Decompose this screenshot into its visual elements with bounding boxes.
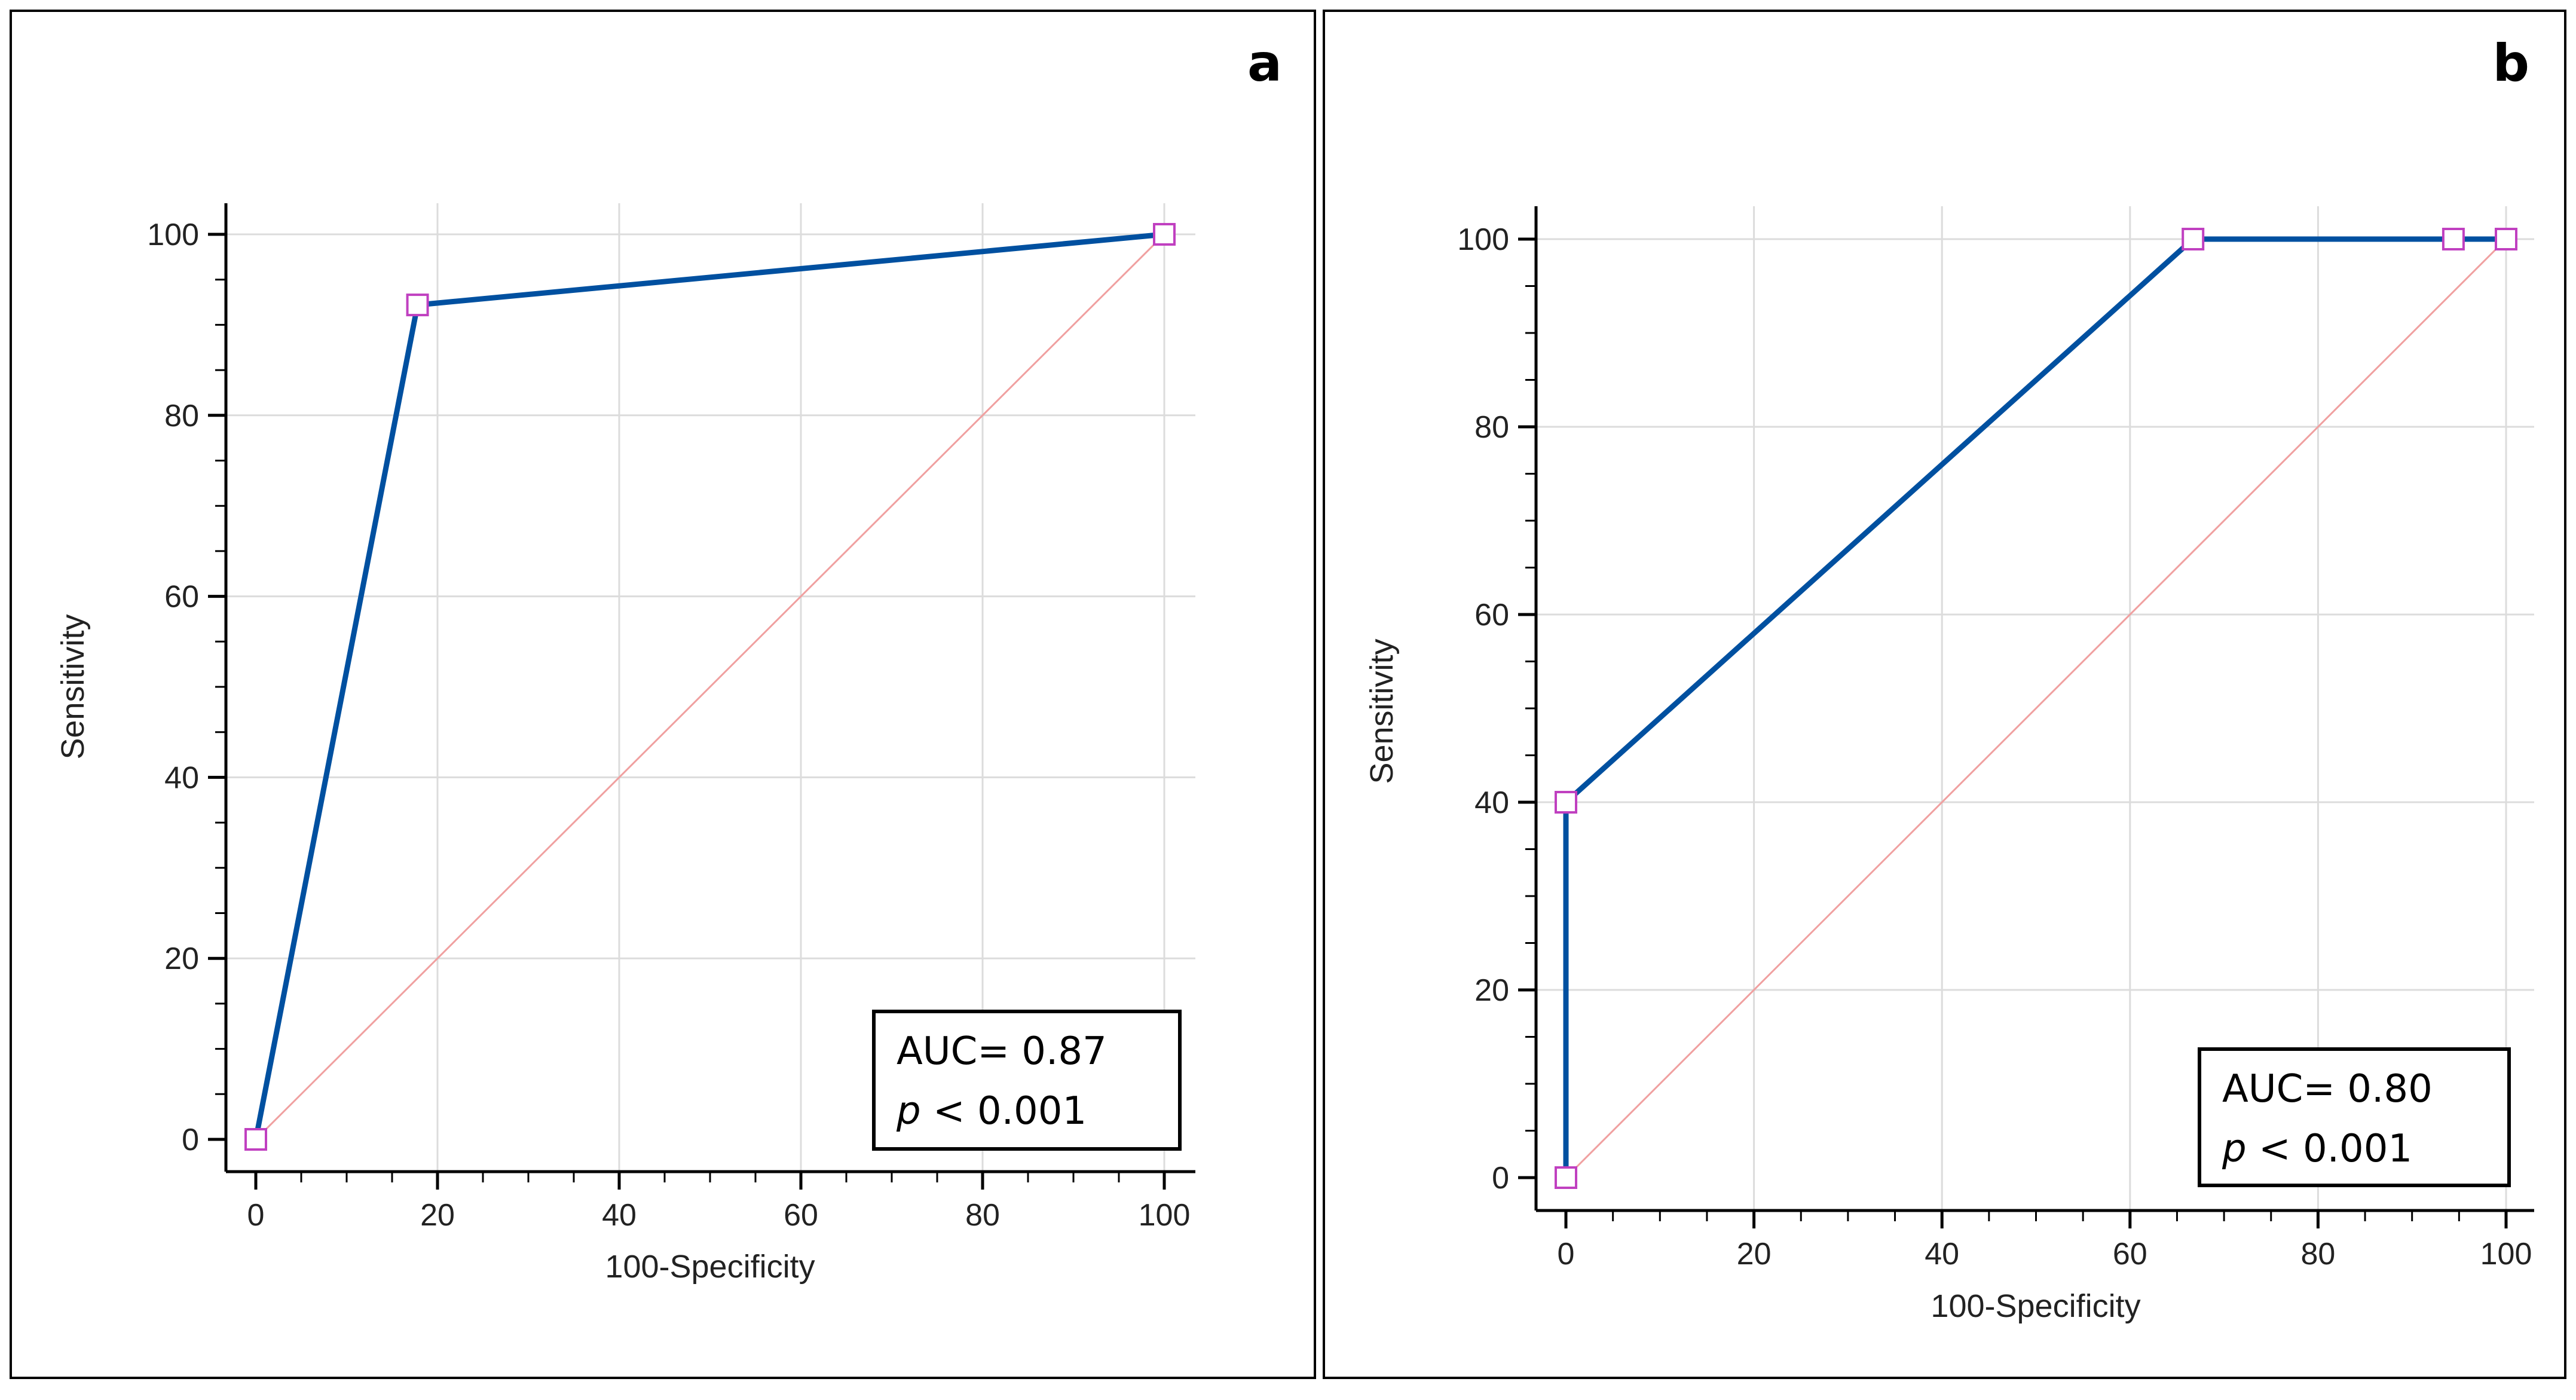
y-axis-title: Sensitivity <box>1364 638 1400 784</box>
y-tick-label: 40 <box>164 760 199 795</box>
y-tick-label: 100 <box>147 218 199 252</box>
p-value-text: p < 0.001 <box>896 1089 1087 1133</box>
roc-data-point <box>406 294 429 317</box>
y-tick-label: 0 <box>182 1123 199 1157</box>
x-tick-label: 100 <box>2480 1237 2532 1271</box>
annotation-box <box>872 1010 1182 1151</box>
p-value-text: p < 0.001 <box>2222 1127 2412 1171</box>
x-tick-label: 60 <box>2113 1237 2147 1271</box>
roc-data-point <box>1555 1166 1577 1189</box>
chart-panel-a: a 0 20 40 60 80 100 0 20 40 60 80 100 100-Specificity… <box>10 10 1316 1379</box>
x-axis-title: 100-Specificity <box>1931 1288 2140 1324</box>
x-tick-label: 0 <box>247 1198 265 1233</box>
y-tick-label: 100 <box>1457 222 1509 257</box>
reference-diagonal-line <box>255 233 1165 1141</box>
roc-data-point <box>1555 791 1577 814</box>
x-tick-label: 40 <box>602 1198 637 1233</box>
panel-frame <box>10 10 1316 1379</box>
panel-label: b <box>2492 33 2529 93</box>
roc-data-point <box>244 1128 267 1151</box>
y-tick-label: 20 <box>164 942 199 976</box>
y-tick-label: 60 <box>164 580 199 615</box>
roc-data-point <box>2495 228 2517 250</box>
roc-data-point <box>1153 223 1176 246</box>
y-tick-label: 60 <box>1474 598 1509 632</box>
auc-text: AUC= 0.80 <box>2222 1067 2433 1111</box>
x-tick-label: 80 <box>965 1198 1000 1233</box>
x-tick-label: 60 <box>784 1198 818 1233</box>
auc-text: AUC= 0.87 <box>897 1029 1107 1074</box>
p-symbol: p <box>896 1089 921 1133</box>
y-tick-label: 80 <box>164 399 199 433</box>
x-tick-label: 20 <box>1737 1237 1772 1271</box>
y-tick-label: 80 <box>1474 410 1509 445</box>
x-axis-title: 100-Specificity <box>605 1249 815 1285</box>
p-symbol: p <box>2222 1127 2247 1171</box>
panel-frame <box>1323 10 2566 1379</box>
roc-data-point <box>2442 228 2465 250</box>
x-tick-label: 80 <box>2300 1237 2335 1271</box>
x-tick-label: 20 <box>420 1198 455 1233</box>
y-tick-label: 40 <box>1474 785 1509 820</box>
y-tick-label: 0 <box>1492 1161 1509 1196</box>
chart-panel-b: b 0 20 40 60 80 100 0 20 40 60 80 100 100-Specificity… <box>1323 10 2566 1379</box>
p-value: < 0.001 <box>2247 1127 2413 1171</box>
roc-data-point <box>2182 228 2205 250</box>
x-tick-label: 0 <box>1558 1237 1575 1271</box>
annotation-box <box>2198 1047 2511 1187</box>
x-tick-label: 40 <box>1925 1237 1959 1271</box>
reference-diagonal-line <box>1565 238 2507 1179</box>
y-axis-title: Sensitivity <box>55 614 91 759</box>
panel-label: a <box>1247 33 1282 93</box>
y-tick-label: 20 <box>1474 973 1509 1008</box>
p-value: < 0.001 <box>921 1089 1087 1133</box>
x-tick-label: 100 <box>1139 1198 1191 1233</box>
